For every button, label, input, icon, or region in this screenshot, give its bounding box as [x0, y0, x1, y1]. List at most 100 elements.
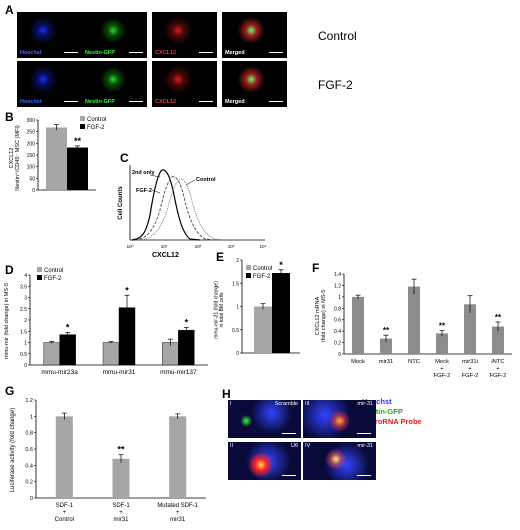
y-tick-label: 250	[27, 130, 36, 136]
y-tick-label: 100	[27, 165, 36, 171]
x-category-label: +	[496, 366, 500, 372]
y-tick-label: 1	[236, 305, 239, 311]
x-category-label: +	[468, 366, 472, 372]
y-tick-label: 0.4	[25, 463, 33, 469]
significance-marker: **	[117, 445, 125, 455]
panel-g-letter: G	[5, 384, 15, 398]
y-tick-label: 50	[29, 176, 35, 182]
x-category-label: mmu-mir137	[160, 369, 197, 376]
x-category-label: FGF-2	[434, 373, 451, 379]
scale-bar	[357, 433, 371, 434]
legend-hoechst: Hoechst	[362, 397, 392, 406]
significance-marker: *	[125, 285, 129, 295]
bar	[254, 306, 272, 353]
y-tick-label: 0.8	[334, 306, 341, 312]
panel-c-letter: C	[120, 151, 129, 165]
x-category-label: mir31	[170, 517, 186, 523]
row-label: Control	[318, 29, 357, 43]
x-category-label: Mock	[435, 359, 449, 365]
y-tick-label: 1	[338, 295, 341, 301]
x-category-label: +	[176, 510, 180, 516]
micrograph-label: Scramble	[274, 401, 298, 407]
chart-d: 0 0.5 1 1.5 2 2.5 3 3.5 4 mmu-mir (fold change) i…	[4, 267, 208, 376]
scale-bar	[64, 52, 78, 53]
micrograph-mir-31-iii: III mir-31	[303, 400, 376, 438]
y-tick-label: 0	[338, 352, 341, 358]
x-category-label: mir31	[379, 359, 394, 365]
chart-c-xtick-4: 10⁴	[260, 244, 267, 249]
y-tick-label: 0.6	[334, 318, 341, 324]
legend-label: FGF-2	[44, 276, 62, 282]
y-tick-label: 1	[30, 414, 33, 420]
y-tick-label: 4	[24, 273, 27, 279]
micrograph-cxcl12-control: CXCL12	[152, 12, 217, 58]
micrograph-u6-ii: II U6	[228, 442, 301, 480]
y-tick-label: 2.5	[20, 307, 27, 313]
y-tick-label: 0.5	[20, 352, 27, 358]
y-axis-label: mmu-mir-31 (fold change)in total BM cell…	[213, 281, 225, 339]
x-category-label: iNTC	[491, 359, 504, 365]
x-category-label: Mutated SDF-1	[157, 503, 198, 509]
chart-c-xtick-3: 10³	[228, 244, 235, 249]
bar	[408, 286, 420, 354]
significance-marker: **	[383, 326, 390, 335]
y-tick-label: 2	[236, 258, 239, 264]
bar	[55, 416, 73, 498]
chart-c-flow-histogram: Cell Counts CXCL12 10⁰ 10¹ 10² 10³ 10⁴ 2…	[118, 165, 267, 259]
chart-c-xtick-0: 10⁰	[127, 244, 134, 249]
micrograph-hoechst-fgf-2: Hoechst	[17, 61, 82, 107]
histogram-control	[139, 178, 226, 241]
bar	[112, 458, 130, 498]
x-category-label: +	[440, 366, 444, 372]
legend-swatch	[80, 124, 85, 129]
y-tick-label: 3	[24, 296, 27, 302]
significance-marker: *	[279, 260, 283, 270]
y-tick-label: 0.2	[334, 341, 341, 347]
micrograph-nestin-gfp-fgf-2: Nestin-GFP	[82, 61, 147, 107]
y-axis-label: CXCL12 mRNA(fold change) in MS-5	[315, 290, 327, 343]
micrograph-merged-fgf-2: Merged	[222, 61, 287, 107]
micrograph-label: Merged	[225, 50, 245, 56]
bar	[102, 342, 120, 366]
y-tick-label: 1	[24, 341, 27, 347]
micrograph-number: IV	[305, 443, 311, 449]
micrograph-scramble-i: I Scramble	[228, 400, 301, 438]
micrograph-label: Hoechst	[20, 99, 42, 105]
micrograph-nestin-gfp-control: Nestin-GFP	[82, 12, 147, 58]
bar	[380, 338, 392, 354]
panel-h-legend: Hoechst Nestin-GFP microRNA Probe	[362, 397, 422, 427]
row-label: FGF-2	[318, 78, 353, 92]
legend-swatch	[80, 116, 85, 121]
y-tick-label: 1.4	[334, 272, 341, 278]
y-tick-label: 2	[24, 318, 27, 324]
x-category-label: NTC	[408, 359, 420, 365]
micrograph-label: Nestin-GFP	[85, 50, 115, 56]
significance-marker: **	[439, 322, 446, 331]
y-tick-label: 1.5	[232, 281, 239, 287]
legend-swatch	[246, 265, 251, 270]
y-tick-label: 300	[27, 118, 36, 124]
y-tick-label: 150	[27, 153, 36, 159]
y-tick-label: 1.5	[20, 329, 27, 335]
panel-a-letter: A	[5, 3, 14, 17]
y-tick-label: 0.5	[232, 328, 239, 334]
bar	[492, 326, 504, 354]
scale-bar	[64, 101, 78, 102]
x-category-label: FGF-2	[462, 373, 479, 379]
legend-label: Control	[87, 117, 106, 123]
legend-swatch	[37, 275, 42, 280]
x-category-label: FGF-2	[490, 373, 507, 379]
legend-nestin-gfp: Nestin-GFP	[362, 407, 403, 416]
chart-c-ylabel: Cell Counts	[118, 186, 124, 220]
bar	[436, 333, 448, 354]
y-axis-label: mmu-mir (fold change) in MS-5	[4, 283, 10, 359]
chart-c-xlabel: CXCL12	[152, 252, 179, 259]
scale-bar	[282, 433, 296, 434]
x-category-label: +	[119, 510, 123, 516]
micrograph-number: II	[230, 443, 234, 449]
bar	[59, 334, 76, 366]
legend-label: Control	[253, 266, 272, 272]
chart-e: 0 0.5 1 1.5 2 mmu-mir-31 (fold change)in tota…	[213, 258, 300, 357]
y-tick-label: 0	[236, 351, 239, 357]
chart-g: 0 0.2 0.4 0.6 0.8 1 1.2 Luciferase activity (fo…	[10, 398, 206, 523]
